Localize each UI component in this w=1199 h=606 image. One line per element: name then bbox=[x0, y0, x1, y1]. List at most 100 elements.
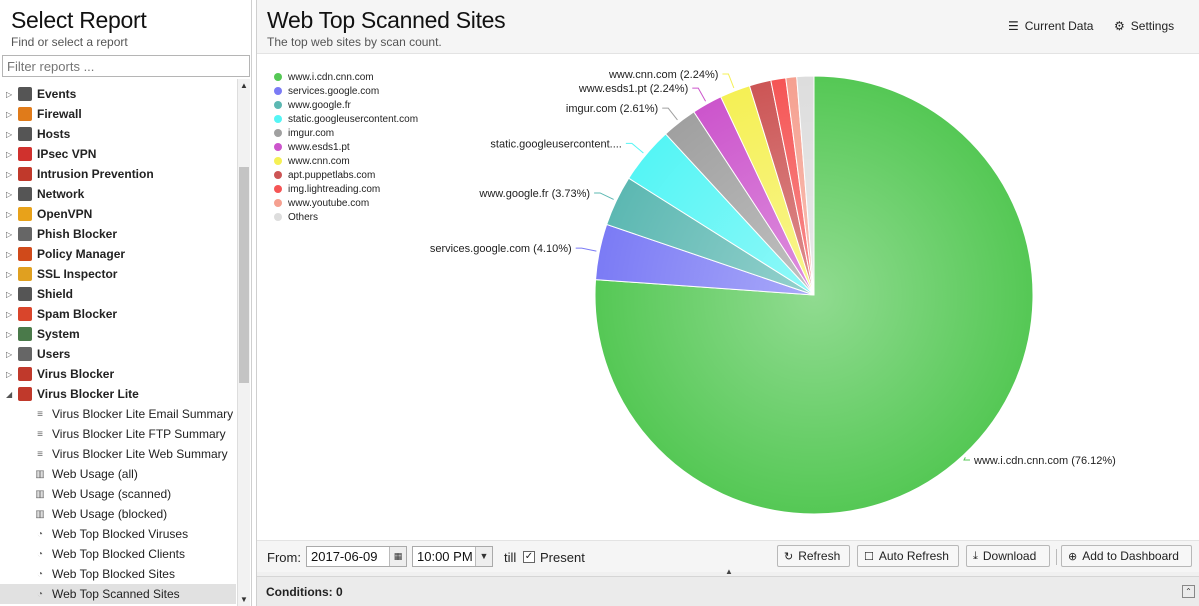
legend-item[interactable]: www.cnn.com bbox=[274, 154, 350, 168]
report-item-label: Web Top Scanned Sites bbox=[52, 587, 180, 601]
legend-label: services.google.com bbox=[288, 85, 380, 97]
auto-refresh-button[interactable]: ☐ Auto Refresh bbox=[857, 545, 959, 567]
calendar-icon[interactable]: ▦ bbox=[389, 547, 406, 566]
virus-lite-icon bbox=[18, 387, 32, 401]
tree-node-label: Phish Blocker bbox=[37, 227, 118, 241]
chevron-right-icon[interactable]: ▷ bbox=[6, 369, 13, 379]
tree-node-users[interactable]: ▷ Users bbox=[0, 344, 236, 364]
legend-item[interactable]: www.i.cdn.cnn.com bbox=[274, 70, 374, 84]
chevron-right-icon[interactable]: ▷ bbox=[6, 269, 13, 279]
tree-node-system[interactable]: ▷ System bbox=[0, 324, 236, 344]
conditions-bar[interactable]: Conditions: 0 ⌃ bbox=[257, 576, 1199, 606]
add-to-dashboard-button[interactable]: ⊕ Add to Dashboard bbox=[1061, 545, 1192, 567]
chevron-down-icon[interactable]: ◢ bbox=[6, 389, 13, 399]
legend-label: www.youtube.com bbox=[288, 197, 370, 209]
report-tree-scrollbar[interactable]: ▲ ▼ bbox=[237, 79, 250, 606]
chevron-right-icon[interactable]: ▷ bbox=[6, 149, 13, 159]
scroll-up-icon[interactable]: ▲ bbox=[240, 81, 248, 90]
report-view-panel: Web Top Scanned Sites The top web sites … bbox=[256, 0, 1199, 606]
report-item-label: Virus Blocker Lite Email Summary bbox=[52, 407, 234, 421]
report-item[interactable]: ◔ Web Top Blocked Sites bbox=[0, 564, 236, 584]
chevron-right-icon[interactable]: ▷ bbox=[6, 329, 13, 339]
legend-item[interactable]: imgur.com bbox=[274, 126, 334, 140]
chevron-right-icon[interactable]: ▷ bbox=[6, 289, 13, 299]
conditions-splitter[interactable]: ▲ bbox=[257, 567, 1199, 576]
tree-node-intrusion-prevention[interactable]: ▷ Intrusion Prevention bbox=[0, 164, 236, 184]
legend-item[interactable]: services.google.com bbox=[274, 84, 379, 98]
from-time-field[interactable]: 10:00 PM ▼ bbox=[412, 546, 493, 567]
slice-label-connector bbox=[575, 247, 597, 252]
tree-node-label: SSL Inspector bbox=[37, 267, 118, 281]
chevron-right-icon[interactable]: ▷ bbox=[6, 349, 13, 359]
tree-node-label: Events bbox=[37, 87, 77, 101]
scroll-down-icon[interactable]: ▼ bbox=[240, 595, 248, 604]
legend-item[interactable]: Others bbox=[274, 210, 318, 224]
report-item[interactable]: ≡ Virus Blocker Lite Email Summary bbox=[0, 404, 236, 424]
plus-circle-icon: ⊕ bbox=[1068, 550, 1078, 563]
chevron-right-icon[interactable]: ▷ bbox=[6, 129, 13, 139]
slice-label: www.google.fr (3.73%) bbox=[478, 188, 590, 200]
legend-swatch bbox=[274, 101, 282, 109]
legend-item[interactable]: www.youtube.com bbox=[274, 196, 369, 210]
report-item[interactable]: ≡ Virus Blocker Lite Web Summary bbox=[0, 444, 236, 464]
report-item[interactable]: ▥ Web Usage (blocked) bbox=[0, 504, 236, 524]
tree-node-label: Virus Blocker bbox=[37, 367, 115, 381]
tree-node-ssl-inspector[interactable]: ▷ SSL Inspector bbox=[0, 264, 236, 284]
from-date-field[interactable]: 2017-06-09 ▦ bbox=[306, 546, 407, 567]
chevron-right-icon[interactable]: ▷ bbox=[6, 109, 13, 119]
report-type-icon: ▥ bbox=[35, 468, 45, 480]
pie-chart-area: www.i.cdn.cnn.com services.google.com www.… bbox=[257, 55, 1199, 540]
report-item-label: Web Usage (all) bbox=[52, 467, 138, 481]
legend-item[interactable]: www.google.fr bbox=[274, 98, 351, 112]
filter-reports-input[interactable] bbox=[2, 55, 250, 77]
phish-icon bbox=[18, 227, 32, 241]
legend-item[interactable]: img.lightreading.com bbox=[274, 182, 380, 196]
chevron-right-icon[interactable]: ▷ bbox=[6, 249, 13, 259]
report-item[interactable]: ▥ Web Usage (scanned) bbox=[0, 484, 236, 504]
tree-node-spam-blocker[interactable]: ▷ Spam Blocker bbox=[0, 304, 236, 324]
chevron-right-icon[interactable]: ▷ bbox=[6, 189, 13, 199]
chevron-down-icon[interactable]: ▼ bbox=[475, 547, 492, 566]
tree-node-hosts[interactable]: ▷ Hosts bbox=[0, 124, 236, 144]
report-tree: ▷ Events ▷ Firewall ▷ Hosts ▷ IPsec VPN ▷ Intrusi… bbox=[0, 79, 236, 606]
report-item[interactable]: ◔ Web Top Scanned Sites bbox=[0, 584, 236, 604]
tree-node-events[interactable]: ▷ Events bbox=[0, 84, 236, 104]
expand-icon[interactable]: ⌃ bbox=[1182, 585, 1195, 598]
chevron-right-icon[interactable]: ▷ bbox=[6, 169, 13, 179]
tree-node-virus-blocker[interactable]: ▷ Virus Blocker bbox=[0, 364, 236, 384]
refresh-button[interactable]: ↻ Refresh bbox=[777, 545, 850, 567]
report-item[interactable]: ◔ Web Top Blocked Clients bbox=[0, 544, 236, 564]
tree-node-network[interactable]: ▷ Network bbox=[0, 184, 236, 204]
chevron-right-icon[interactable]: ▷ bbox=[6, 89, 13, 99]
settings-button[interactable]: ⚙ Settings bbox=[1114, 19, 1175, 33]
current-data-button[interactable]: ☰ Current Data bbox=[1008, 19, 1094, 33]
chevron-right-icon[interactable]: ▷ bbox=[6, 229, 13, 239]
chevron-right-icon[interactable]: ▷ bbox=[6, 309, 13, 319]
report-item[interactable]: ▥ Web Usage (all) bbox=[0, 464, 236, 484]
tree-node-virus-blocker-lite[interactable]: ◢ Virus Blocker Lite bbox=[0, 384, 236, 404]
pie-chart: www.i.cdn.cnn.com (76.12%) services.googl… bbox=[430, 69, 1116, 515]
legend-label: www.cnn.com bbox=[288, 155, 350, 167]
chevron-right-icon[interactable]: ▷ bbox=[6, 209, 13, 219]
chevron-up-icon[interactable]: ▲ bbox=[725, 567, 733, 576]
tree-node-policy-manager[interactable]: ▷ Policy Manager bbox=[0, 244, 236, 264]
report-type-icon: ◔ bbox=[36, 588, 44, 600]
legend-item[interactable]: static.googleusercontent.com bbox=[274, 112, 418, 126]
scrollbar-thumb[interactable] bbox=[239, 167, 249, 383]
download-button[interactable]: ⤓ Download bbox=[966, 545, 1050, 567]
report-item[interactable]: ◔ Web Top Blocked Viruses bbox=[0, 524, 236, 544]
legend-item[interactable]: www.esds1.pt bbox=[274, 140, 350, 154]
report-selector-header: Select Report Find or select a report bbox=[0, 0, 251, 54]
till-label: till bbox=[504, 550, 517, 565]
tree-node-ipsec-vpn[interactable]: ▷ IPsec VPN bbox=[0, 144, 236, 164]
slice-label: www.esds1.pt (2.24%) bbox=[578, 83, 688, 95]
tree-node-phish-blocker[interactable]: ▷ Phish Blocker bbox=[0, 224, 236, 244]
slice-label-connector bbox=[692, 87, 707, 102]
tree-node-openvpn[interactable]: ▷ OpenVPN bbox=[0, 204, 236, 224]
legend-item[interactable]: apt.puppetlabs.com bbox=[274, 168, 375, 182]
tree-node-shield[interactable]: ▷ Shield bbox=[0, 284, 236, 304]
report-item[interactable]: ≡ Virus Blocker Lite FTP Summary bbox=[0, 424, 236, 444]
report-type-icon: ≡ bbox=[37, 408, 43, 420]
present-checkbox[interactable]: ✓ bbox=[523, 551, 535, 563]
tree-node-firewall[interactable]: ▷ Firewall bbox=[0, 104, 236, 124]
